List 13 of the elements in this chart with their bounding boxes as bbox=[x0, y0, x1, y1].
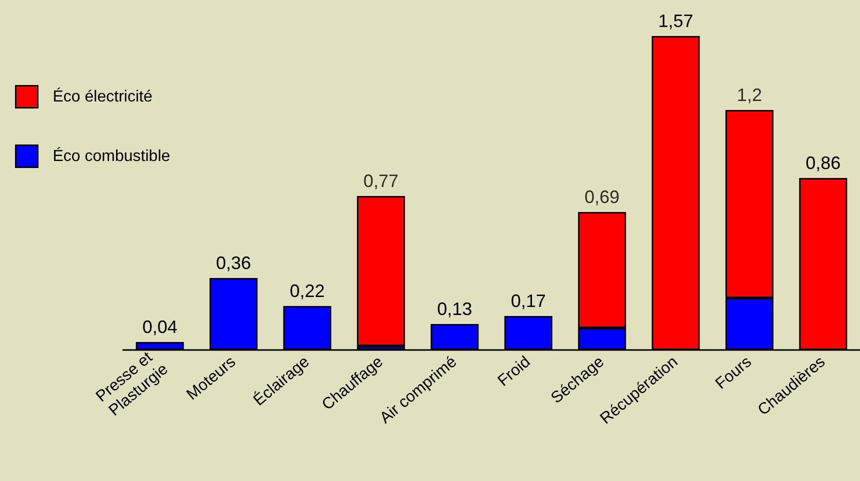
data-label: 0,22 bbox=[290, 281, 325, 301]
total-label: 1,2 bbox=[736, 85, 762, 105]
total-label: 0,69 bbox=[584, 187, 620, 207]
data-label: 0,86 bbox=[806, 153, 841, 173]
bar bbox=[356, 196, 405, 346]
data-label: 0,04 bbox=[142, 317, 178, 337]
data-label: 0,17 bbox=[510, 291, 546, 311]
data-label: 0,13 bbox=[437, 299, 472, 319]
data-label: 0,36 bbox=[216, 253, 252, 273]
legend-label: Éco électricité bbox=[52, 87, 152, 106]
legend-label: Éco combustible bbox=[52, 146, 170, 165]
total-label: 0,77 bbox=[363, 171, 398, 191]
data-label: 1,57 bbox=[658, 11, 694, 31]
